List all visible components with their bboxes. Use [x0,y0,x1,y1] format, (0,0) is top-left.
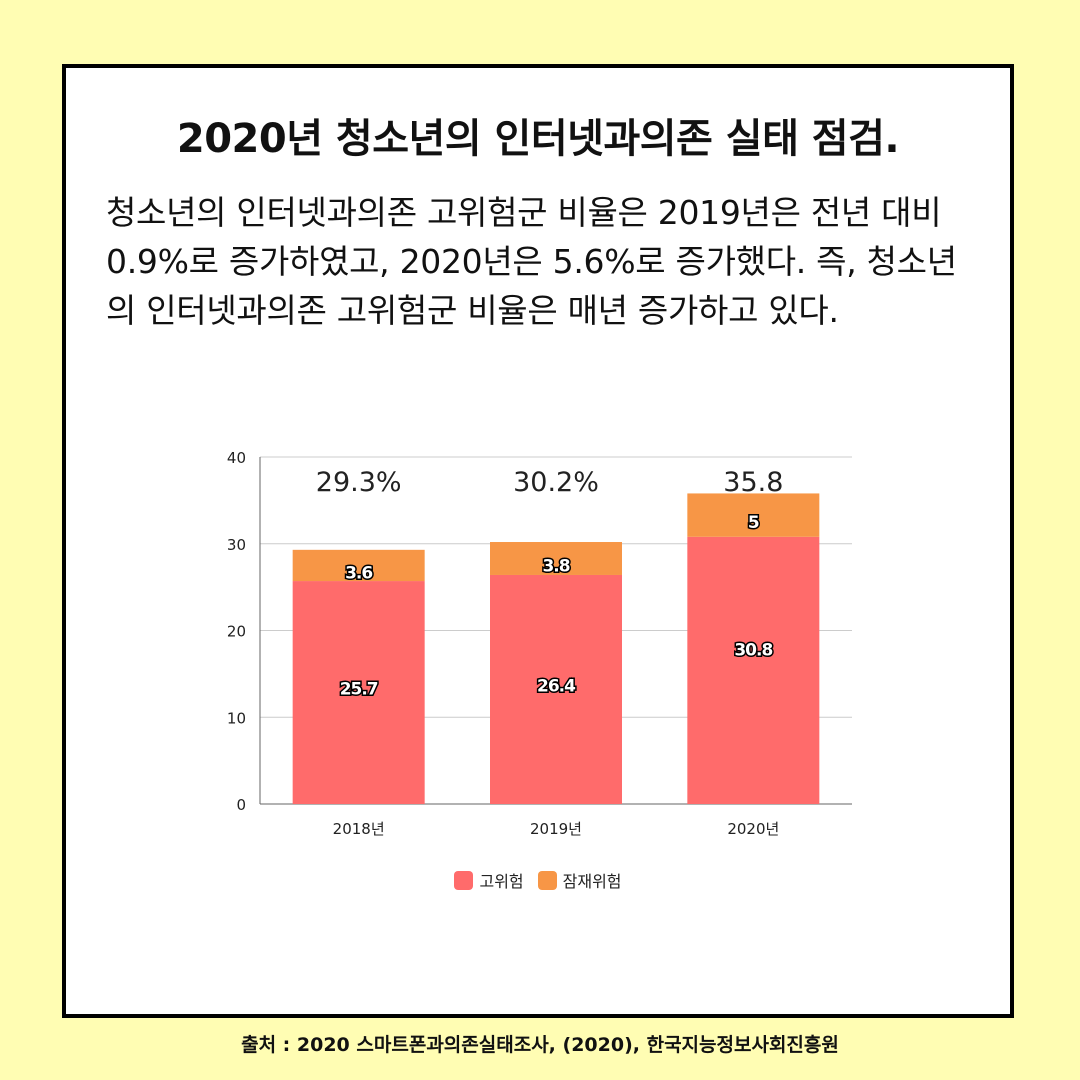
chart-legend: 고위험 잠재위험 [66,868,1010,892]
y-tick-label: 30 [227,536,246,554]
bar-segment-high-risk [490,574,622,804]
y-tick-label: 0 [236,796,246,814]
total-label: 30.2% [513,467,599,498]
content-card: 2020년 청소년의 인터넷과의존 실태 점검. 청소년의 인터넷과의존 고위험… [62,64,1014,1018]
legend-label-potential-risk: 잠재위험 [562,872,622,891]
data-label: 3.8 [542,556,569,576]
x-tick-label: 2019년 [530,820,582,838]
x-tick-label: 2018년 [333,820,385,838]
total-label: 35.8 [723,467,783,498]
source-citation: 출처 : 2020 스마트폰과의존실태조사, (2020), 한국지능정보사회진… [241,1034,839,1056]
data-label: 26.4 [537,676,576,696]
bar-segment-potential-risk [292,549,425,582]
bar-segment-potential-risk [687,493,820,537]
bar-segment-potential-risk [490,542,622,575]
y-tick-label: 40 [227,449,246,467]
legend-item-potential-risk: 잠재위험 [537,868,622,892]
data-label: 3.6 [345,563,372,583]
data-label: 5 [748,513,759,533]
total-label: 29.3% [316,467,402,498]
stacked-bar-chart: 0 10 20 30 40 25.7 3.6 29.3% 2018년 26.4 3.8 30.2% 20… [227,449,852,838]
x-tick-label: 2020년 [727,820,779,838]
legend-label-high-risk: 고위험 [479,872,524,891]
legend-swatch-potential-risk [537,870,557,890]
y-tick-label: 20 [227,623,246,641]
bar-segment-high-risk [292,581,425,804]
y-tick-label: 10 [227,709,246,727]
legend-swatch-high-risk [454,870,474,890]
bar-segment-high-risk [687,536,820,804]
data-label: 30.8 [734,640,772,660]
description-text: 청소년의 인터넷과의존 고위험군 비율은 2019년은 전년 대비 0.9%로 … [106,193,957,330]
page-title: 2020년 청소년의 인터넷과의존 실태 점검. [176,116,900,162]
legend-item-high-risk: 고위험 [454,868,524,892]
data-label: 25.7 [340,680,378,700]
